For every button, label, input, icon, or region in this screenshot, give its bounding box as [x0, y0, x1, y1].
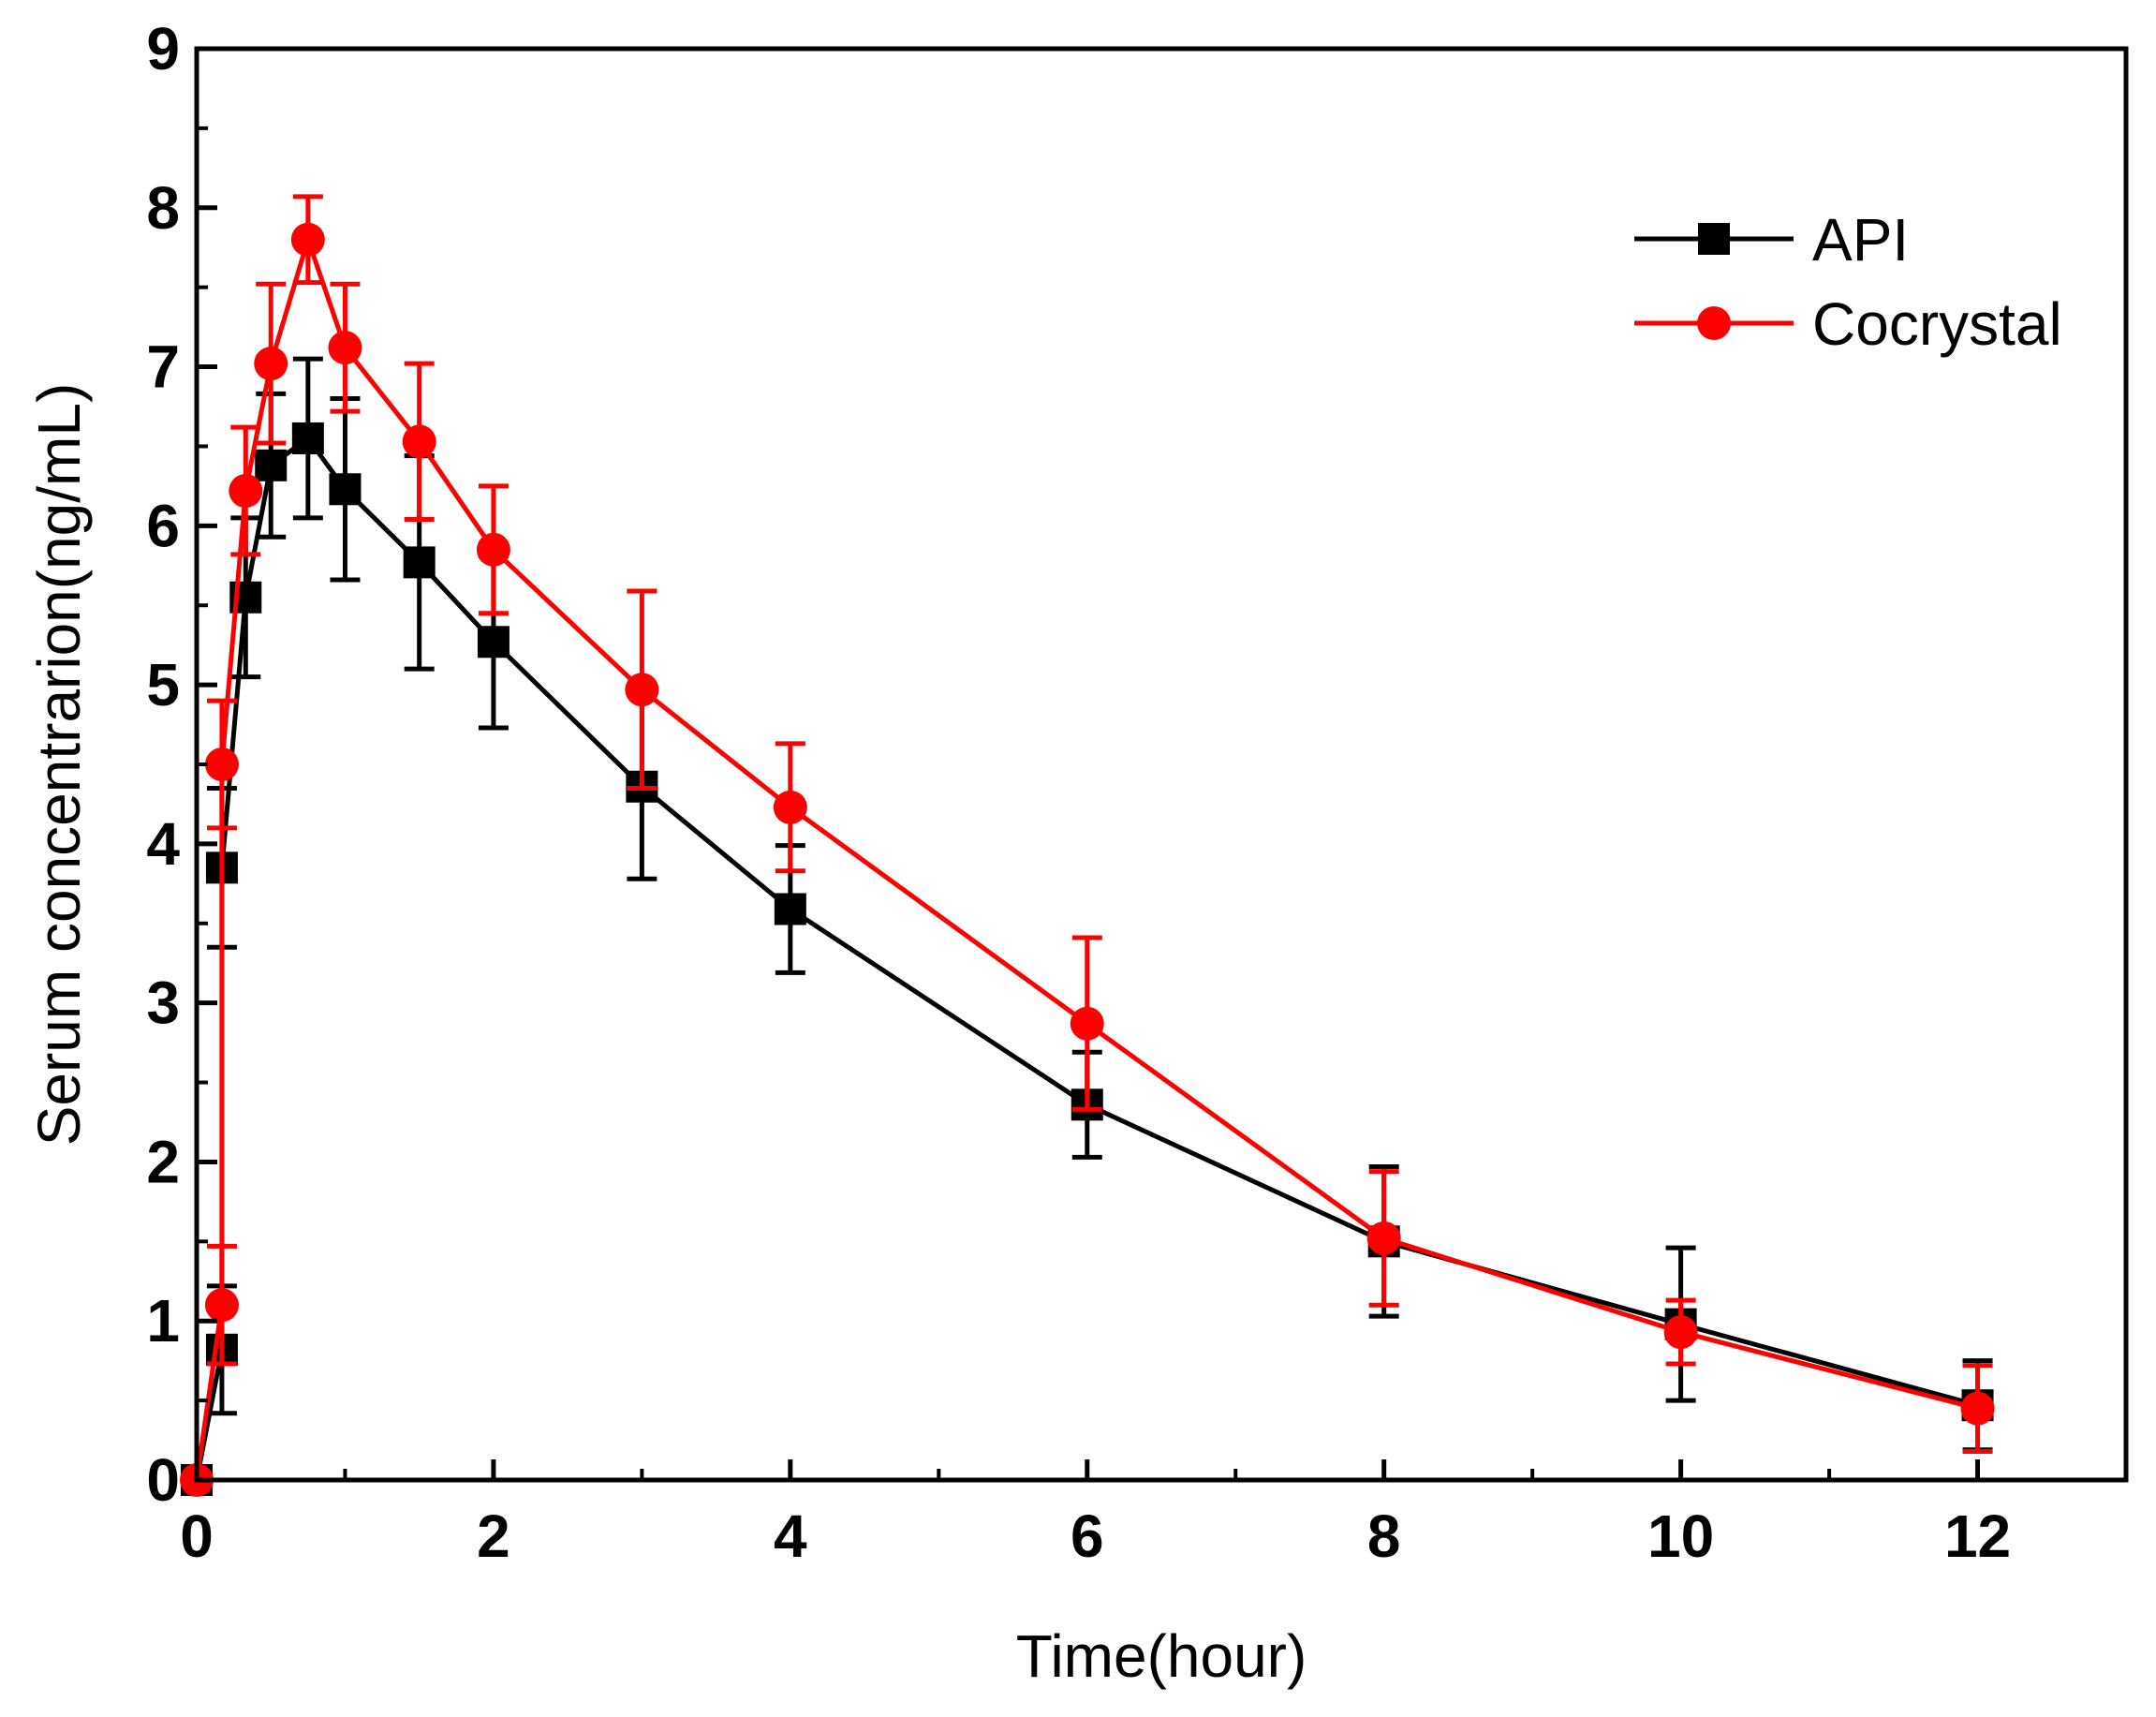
series-line — [194, 237, 1979, 1481]
series-cocrystal — [180, 194, 1995, 1497]
x-tick-label: 4 — [774, 1502, 807, 1570]
data-point — [1663, 1315, 1698, 1350]
legend-label-cocrystal: Cocrystal — [1812, 290, 2062, 358]
data-point — [1070, 1006, 1104, 1041]
data-point — [625, 673, 659, 707]
x-tick-label: 2 — [477, 1502, 510, 1570]
x-tick-label: 8 — [1367, 1502, 1401, 1570]
x-tick-label: 0 — [180, 1502, 214, 1570]
data-point — [1366, 1221, 1401, 1255]
legend-label-api: API — [1812, 206, 1909, 274]
legend-marker-square — [1698, 223, 1730, 255]
data-point — [329, 473, 362, 506]
x-axis-title: Time(hour) — [1016, 1622, 1307, 1690]
data-point — [774, 893, 806, 925]
y-tick-label: 9 — [146, 15, 180, 82]
data-point — [402, 424, 436, 459]
x-tick-label: 12 — [1944, 1502, 2011, 1570]
series-layer — [180, 194, 1995, 1497]
series-api — [181, 356, 1994, 1496]
x-tick-label: 6 — [1071, 1502, 1104, 1570]
data-point — [1960, 1391, 1995, 1426]
legend-marker-circle — [1697, 306, 1731, 340]
legend: API Cocrystal — [1634, 206, 2062, 358]
data-point — [254, 347, 288, 381]
y-tick-label: 2 — [146, 1128, 180, 1195]
data-point — [476, 532, 510, 567]
data-point — [204, 747, 239, 781]
y-tick-label: 3 — [146, 970, 180, 1037]
data-point — [477, 626, 509, 659]
y-tick-label: 0 — [146, 1446, 180, 1514]
y-tick-label: 4 — [146, 810, 180, 878]
y-tick-label: 5 — [146, 651, 180, 718]
data-point — [255, 449, 288, 481]
data-point — [773, 790, 807, 824]
data-point — [204, 1288, 239, 1323]
y-tick-label: 7 — [146, 333, 180, 401]
y-tick-label: 6 — [146, 492, 180, 559]
y-tick-label: 1 — [146, 1287, 180, 1354]
data-point — [328, 331, 362, 365]
x-tick-label: 10 — [1647, 1502, 1714, 1570]
data-point — [229, 473, 263, 508]
data-point — [403, 546, 436, 579]
data-point — [291, 422, 324, 454]
y-axis-title: Serum concentrarion(ng/mL) — [25, 383, 93, 1147]
data-point — [290, 222, 325, 257]
y-tick-label: 8 — [146, 174, 180, 242]
